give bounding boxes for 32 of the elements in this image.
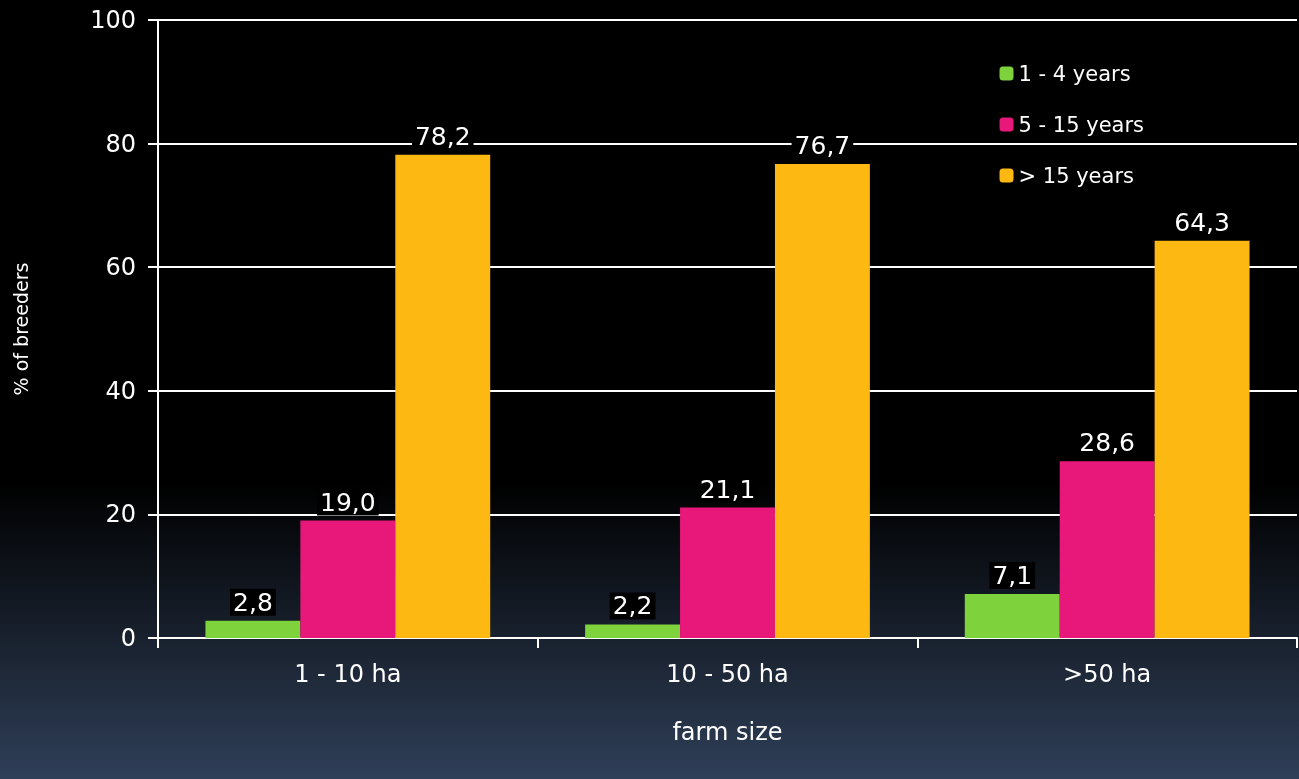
data-label: 7,1 bbox=[992, 561, 1033, 591]
y-axis-title: % of breeders bbox=[9, 262, 32, 396]
y-tick-label: 60 bbox=[105, 253, 136, 282]
bar bbox=[774, 163, 870, 638]
x-tick-label: 10 - 50 ha bbox=[666, 660, 789, 688]
data-label: 78,2 bbox=[414, 121, 471, 151]
data-label: 19,0 bbox=[320, 487, 376, 517]
bar bbox=[300, 520, 396, 638]
bar bbox=[395, 154, 491, 638]
y-tick-label: 0 bbox=[120, 624, 136, 652]
bar bbox=[1059, 461, 1155, 638]
x-tick-label: >50 ha bbox=[1063, 660, 1152, 688]
y-tick-label: 40 bbox=[105, 376, 136, 405]
x-tick-label: 1 - 10 ha bbox=[294, 660, 402, 688]
legend-label: > 15 years bbox=[1018, 163, 1134, 188]
y-tick-label: 20 bbox=[105, 500, 136, 529]
x-axis-title: farm size bbox=[672, 718, 783, 746]
legend-label: 5 - 15 years bbox=[1018, 112, 1145, 137]
bar bbox=[205, 620, 301, 638]
bar bbox=[964, 594, 1060, 638]
data-label: 21,1 bbox=[699, 474, 756, 504]
bar bbox=[680, 507, 775, 638]
legend-label: 1 - 4 years bbox=[1018, 61, 1131, 86]
data-label: 2,2 bbox=[612, 591, 653, 621]
bar bbox=[1154, 240, 1250, 638]
bar bbox=[585, 624, 681, 638]
data-label: 76,7 bbox=[794, 130, 851, 160]
y-tick-label: 80 bbox=[105, 129, 136, 158]
data-label: 28,6 bbox=[1079, 428, 1135, 458]
y-tick-label: 100 bbox=[90, 6, 136, 34]
data-label: 64,3 bbox=[1174, 207, 1230, 237]
data-label: 2,8 bbox=[233, 587, 273, 617]
